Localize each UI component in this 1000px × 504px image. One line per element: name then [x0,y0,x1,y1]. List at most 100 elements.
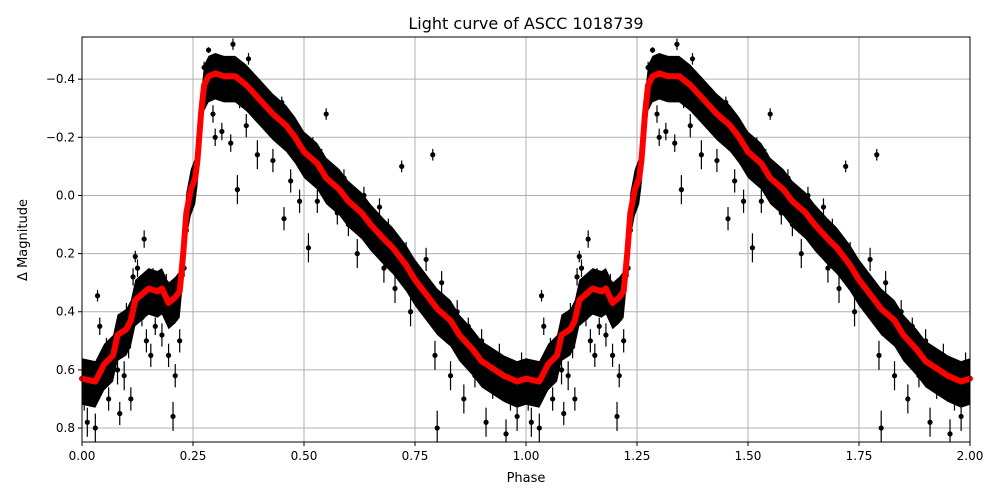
data-point [594,274,600,280]
data-point [281,216,287,222]
data-point [805,192,811,199]
data-point [168,314,174,321]
model-curve-cycle [523,70,973,385]
y-axis: −0.4 −0.2 0.0 0.2 0.4 0.6 0.8 [46,72,82,435]
data-point [205,47,212,53]
data-point [130,274,136,280]
data-point [234,187,240,193]
data-point [465,323,471,329]
x-axis: 0.00 0.25 0.50 0.75 1.00 1.25 1.50 1.75 2.00 [69,442,983,463]
data-point [825,265,831,271]
data-point [934,384,940,390]
data-point [177,338,183,344]
x-axis-label: Phase [507,471,546,486]
data-point [243,123,249,129]
y-tick-label: −0.2 [46,130,75,144]
data-point [612,314,618,321]
data-point [574,274,580,280]
data-point [725,216,731,222]
data-point [883,280,889,286]
data-point [376,204,383,210]
data-point [550,396,556,402]
data-point [261,117,267,123]
data-point [126,344,132,350]
data-point [749,245,756,251]
data-point [927,419,933,425]
data-point [314,198,320,204]
data-point [578,265,585,271]
scatter-band-cycle [82,52,526,408]
data-point [443,323,449,329]
data-point [225,62,232,68]
data-point [123,309,129,315]
data-point [947,431,953,437]
data-point [572,396,578,402]
data-point [496,352,502,358]
data-point [547,344,554,350]
data-point [439,280,445,286]
data-point [528,419,534,425]
data-point [905,396,911,402]
data-point [681,96,687,103]
data-point [423,256,429,263]
data-point [139,314,145,321]
data-point [940,352,946,358]
data-point [898,309,904,315]
data-point [583,314,589,321]
data-point [416,294,423,300]
data-point [212,134,218,140]
data-point [461,396,467,402]
data-point [891,373,898,379]
data-point [301,163,307,169]
data-point [146,303,152,309]
data-point [150,274,156,280]
data-point [709,94,716,100]
data-point [154,306,161,312]
data-point [490,384,496,390]
data-point [698,152,704,158]
y-tick-label: −0.4 [46,72,75,86]
data-point [399,163,405,169]
data-point [785,175,791,181]
data-point [696,105,702,111]
data-point [867,256,873,263]
data-point [767,111,773,117]
data-point [887,323,893,329]
data-point [683,70,689,76]
data-point [758,198,764,204]
data-point [219,128,225,135]
data-point [561,410,567,417]
data-point [874,152,880,158]
data-point [403,251,409,257]
data-point [661,62,667,68]
data-point [121,373,127,379]
data-point [106,396,112,402]
data-point [279,99,285,106]
data-point [820,204,827,210]
data-point [565,373,571,379]
chart-title: Light curve of ASCC 1018739 [408,14,643,33]
data-point [851,309,858,315]
data-point [265,94,272,100]
data-point [310,140,316,146]
data-point [228,140,234,146]
y-tick-label: 0.4 [56,305,75,319]
data-point [274,128,280,135]
data-point [503,431,509,437]
data-point [876,352,882,358]
x-tick-label: 1.50 [735,449,762,463]
data-point [319,152,325,158]
data-point [860,294,867,300]
data-point [829,227,835,233]
data-point [674,41,680,47]
data-point [296,198,303,204]
data-point [141,236,147,242]
data-point [916,373,922,379]
data-point [607,280,613,286]
data-point [587,338,593,344]
data-point [84,419,90,425]
data-point [923,338,929,344]
data-point [723,99,729,106]
data-point [148,352,154,358]
